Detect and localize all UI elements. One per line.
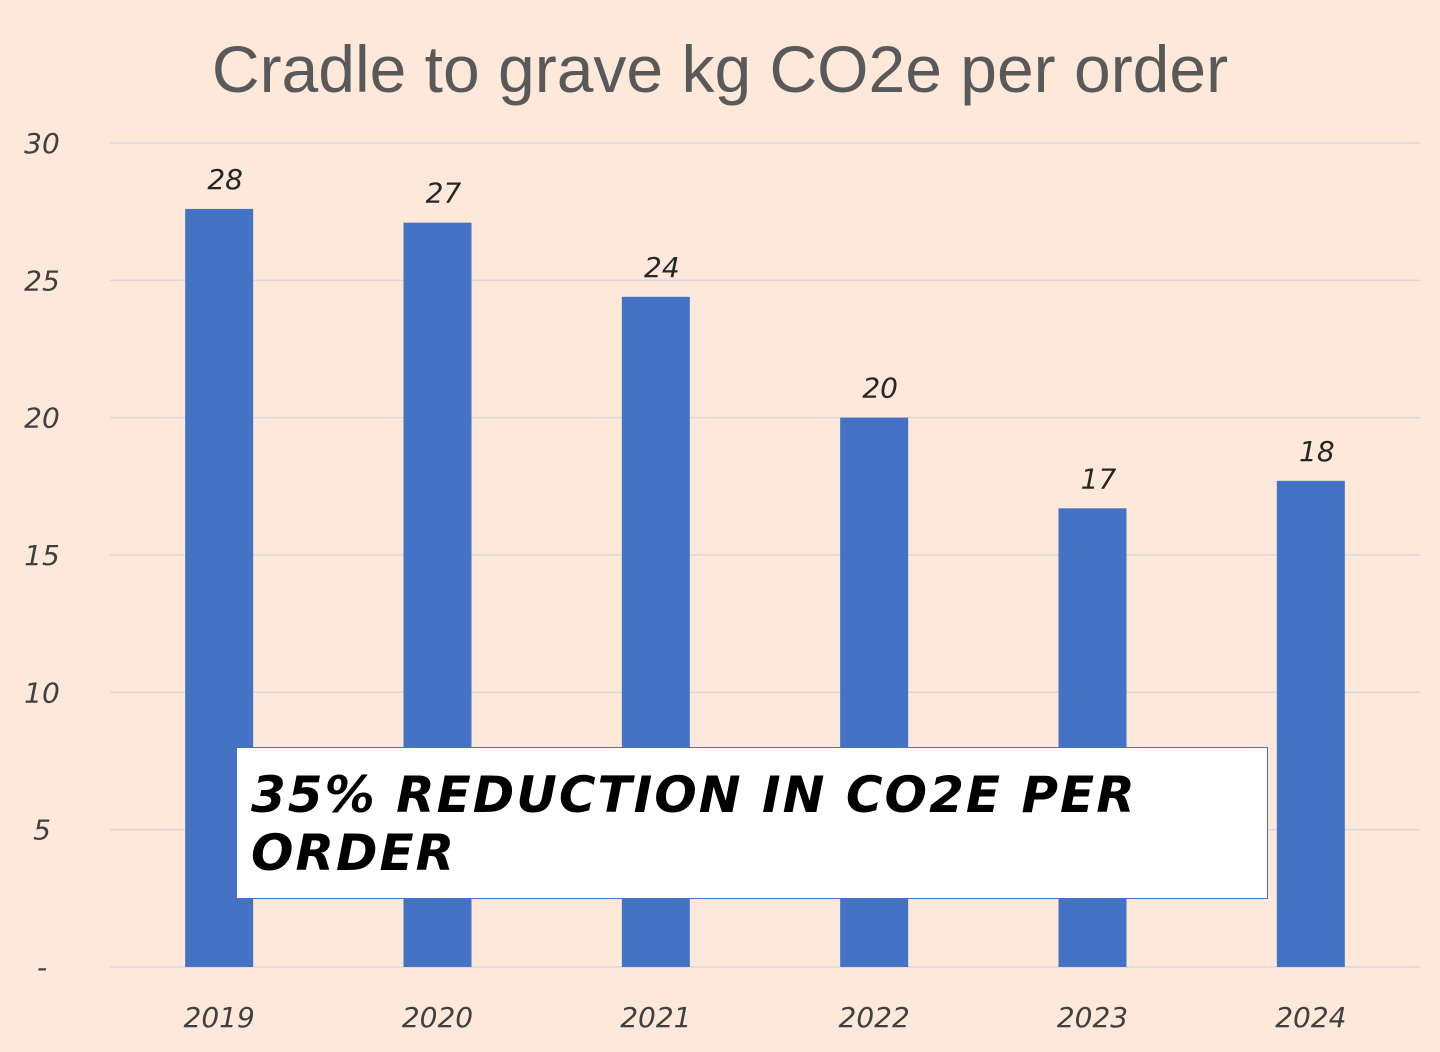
- x-tick-label: 2019: [184, 1001, 255, 1034]
- data-label: 20: [862, 372, 898, 405]
- data-label: 28: [207, 163, 243, 196]
- x-tick-label: 2024: [1275, 1001, 1346, 1034]
- y-tick-label: 15: [24, 539, 60, 572]
- x-tick-label: 2020: [402, 1001, 473, 1034]
- y-tick-label: 30: [24, 127, 60, 160]
- y-tick-label: 10: [24, 676, 60, 709]
- annotation-box: 35% REDUCTION IN CO2E PER ORDER: [236, 747, 1268, 899]
- data-label: 17: [1081, 462, 1117, 495]
- y-tick-label: 5: [33, 814, 51, 847]
- x-tick-label: 2022: [839, 1001, 910, 1034]
- chart-title: Cradle to grave kg CO2e per order: [212, 32, 1228, 106]
- data-label: 24: [644, 251, 680, 284]
- bar-2024: [1276, 480, 1345, 967]
- annotation-text: 35% REDUCTION IN CO2E PER ORDER: [251, 766, 1137, 882]
- data-label: 27: [426, 177, 462, 210]
- x-tick-label: 2023: [1057, 1001, 1128, 1034]
- y-tick-label: 25: [24, 264, 60, 297]
- y-tick-label: 20: [24, 402, 60, 435]
- x-tick-label: 2021: [620, 1001, 691, 1034]
- data-label: 18: [1299, 435, 1335, 468]
- y-tick-label: -: [37, 951, 47, 984]
